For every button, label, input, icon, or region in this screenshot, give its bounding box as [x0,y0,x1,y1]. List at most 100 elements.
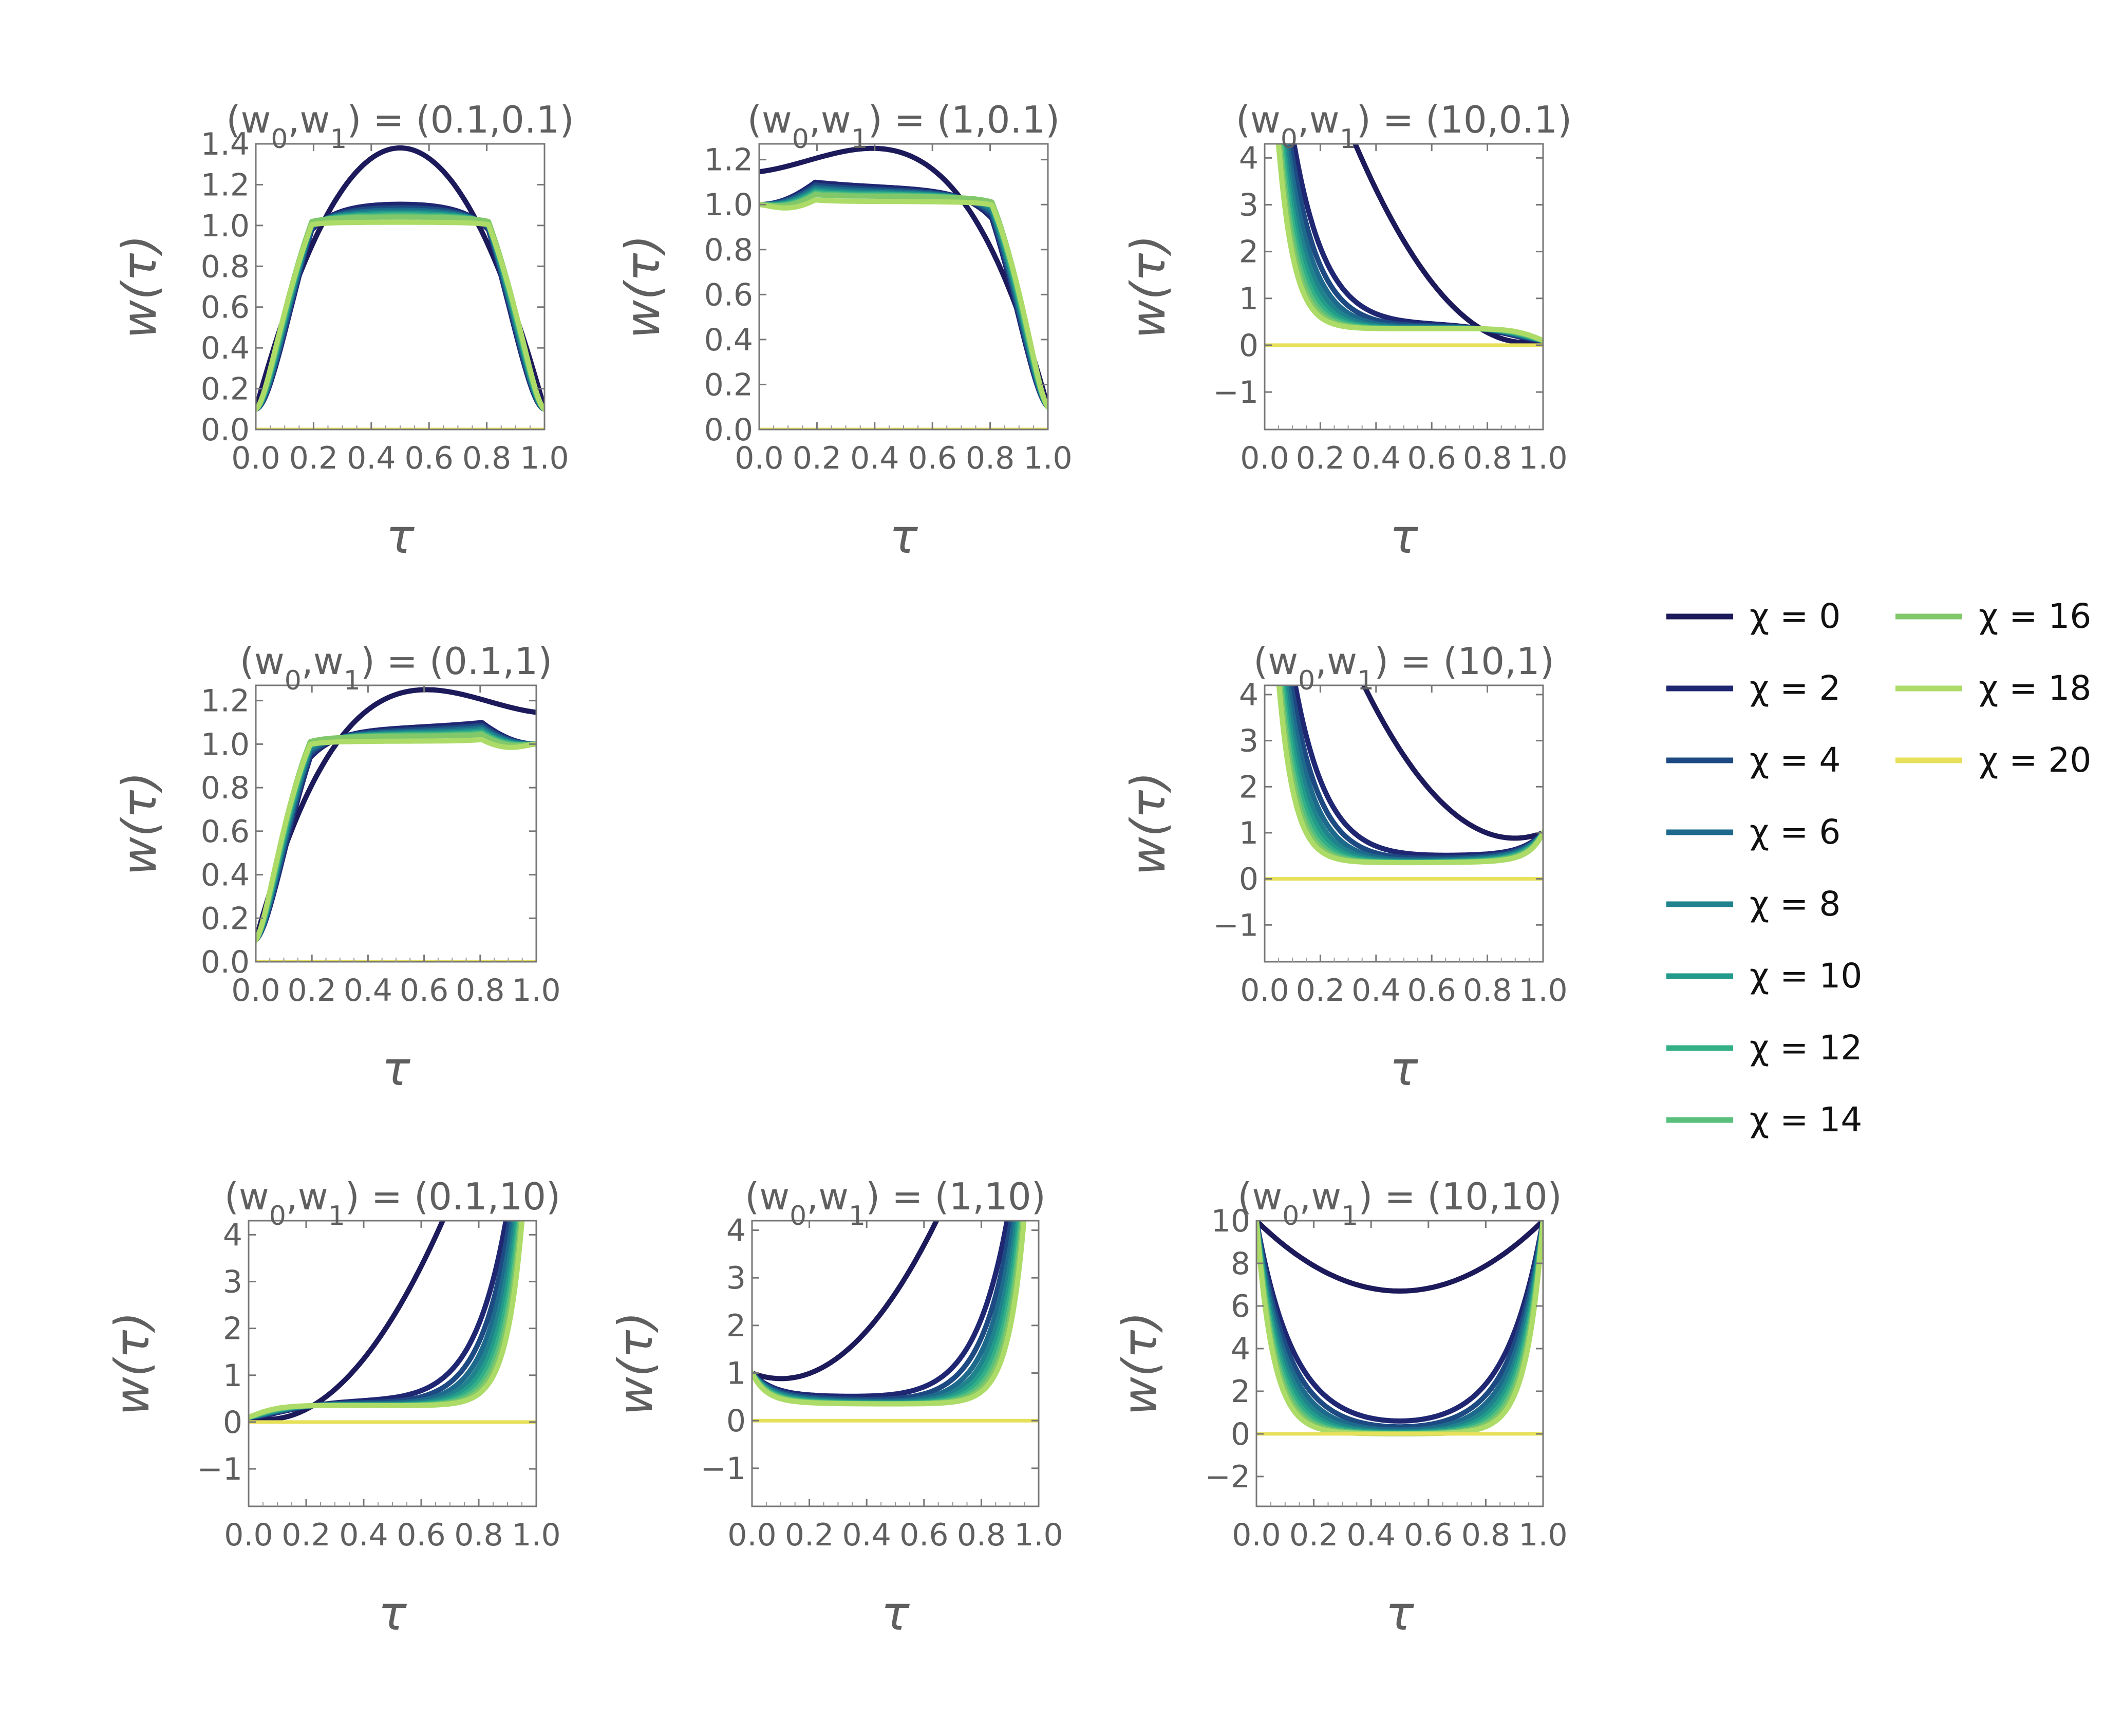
x-tick-label: 0.0 [224,1517,273,1553]
y-tick-label: 8 [1231,1246,1250,1282]
y-tick-label: 1 [1239,281,1258,317]
series-line-chi-2 [256,201,544,412]
y-tick-label: 1.2 [201,167,250,203]
series-line-chi-10 [752,1221,1022,1406]
y-tick-label: 4 [223,1217,242,1253]
x-tick-label: 0.6 [1407,440,1456,476]
x-tick-label: 0.6 [400,973,448,1009]
curve-group [1256,1221,1543,1436]
y-tick-label: 0 [1239,862,1258,898]
y-tick-label: 0.0 [201,944,250,980]
x-tick-label: 0.4 [347,440,396,476]
y-tick-label: 0.6 [201,814,250,850]
y-tick-label: 0.8 [201,770,250,806]
legend-label: χ = 16 [1979,596,2091,636]
panel-title: (w0,w1) = (10,1) [1253,640,1554,696]
x-tick-label: 0.4 [1351,440,1400,476]
series-line-chi-16 [759,192,1048,410]
y-tick-label: −1 [1213,375,1258,410]
y-axis-label: w(τ) [615,235,670,339]
y-tick-label: 0 [726,1403,746,1439]
y-tick-label: 2 [1239,234,1258,270]
x-tick-label: 0.6 [908,440,956,476]
x-tick-label: 0.8 [1463,440,1512,476]
series-line-chi-14 [256,731,536,943]
y-tick-label: 10 [1211,1203,1250,1239]
series-line-chi-12 [1256,1221,1543,1436]
series-line-chi-16 [256,214,544,412]
y-tick-label: 3 [1239,187,1258,223]
panel-1: 0.0 0.2 0.4 0.6 0.8 1.00.00.20.40.60.81.01.21… [112,98,574,564]
x-tick-label: 0.0 [1232,1517,1281,1553]
series-line-chi-2 [256,720,536,943]
series-line-chi-16 [1276,144,1543,343]
panel-7: 0.0 0.2 0.4 0.6 0.8 1.0 −1 0 1 2 3 4(w0,w1) = (1,10… [608,1175,1063,1641]
series-line-chi-6 [759,184,1048,410]
x-tick-label: 0.6 [1407,973,1456,1009]
y-tick-label: 3 [223,1264,242,1300]
x-tick-label: 0.8 [454,1517,503,1553]
y-tick-label: 0 [1231,1416,1250,1452]
x-axis-label: τ [881,1586,910,1641]
y-tick-label: 1.2 [201,683,250,719]
y-tick-label: 4 [1231,1331,1250,1367]
series-line-chi-4 [1256,1221,1543,1430]
panel-6: 0.0 0.2 0.4 0.6 0.8 1.0 −1 0 1 2 3 4(w0,w1) = (0.1,… [105,1175,561,1641]
panel-3: 0.0 0.2 0.4 0.6 0.8 1.0 −1 0 1 2 3 4(w0,w1) = (10,0… [1121,98,1572,564]
x-tick-label: 0.2 [785,1517,834,1553]
legend-label: χ = 18 [1979,668,2091,708]
y-tick-label: 3 [1239,723,1258,759]
y-tick-label: 4 [1239,677,1258,713]
x-tick-label: 0.6 [404,440,453,476]
curve-group [249,1221,536,1424]
series-line-chi-16 [256,732,536,943]
x-tick-label: 1.0 [1014,1517,1063,1553]
x-tick-label: 0.2 [1289,1517,1338,1553]
y-tick-label: 2 [1231,1374,1250,1410]
panel-title: (w0,w1) = (10,0.1) [1236,98,1572,155]
x-axis-label: τ [378,1586,407,1641]
y-tick-label: 0.4 [201,857,250,893]
x-tick-label: 0.4 [1351,973,1400,1009]
legend-label: χ = 0 [1750,596,1840,636]
y-tick-label: 1.0 [704,187,753,223]
y-tick-label: 1.4 [201,126,250,162]
legend-label: χ = 20 [1979,740,2091,780]
x-tick-label: 0.6 [899,1517,948,1553]
x-tick-label: 0.2 [289,440,338,476]
series-line-chi-18 [256,219,544,412]
y-tick-label: 0.2 [704,367,753,403]
x-axis-label: τ [1389,1041,1418,1096]
series-line-chi-18 [1276,685,1543,866]
y-tick-label: 4 [726,1213,746,1249]
y-axis-label: w(τ) [112,772,167,875]
series-line-chi-8 [256,726,536,943]
series-line-chi-2 [759,179,1048,410]
y-tick-label: 3 [726,1260,746,1296]
series-line-chi-18 [1275,144,1543,343]
y-tick-label: 0.0 [704,412,753,448]
x-axis-label: τ [382,1041,410,1096]
x-tick-label: 0.2 [1296,973,1345,1009]
x-axis-label: τ [1385,1586,1414,1641]
y-tick-label: 0.6 [201,290,250,326]
y-tick-label: 1 [726,1356,746,1392]
series-line-chi-18 [752,1221,1027,1407]
y-tick-label: 1.0 [201,208,250,244]
panel-5: 0.0 0.2 0.4 0.6 0.8 1.0 −1 0 1 2 3 4(w0,w1) = (10,1… [1121,640,1568,1096]
panel-title: (w0,w1) = (0.1,1) [240,640,553,696]
y-tick-label: 2 [1239,769,1258,805]
x-tick-label: 0.4 [1346,1517,1395,1553]
y-tick-label: 6 [1231,1289,1250,1324]
y-tick-label: 2 [726,1308,746,1344]
legend-label: χ = 12 [1750,1028,1862,1068]
series-line-chi-8 [759,186,1048,410]
series-line-chi-12 [256,212,544,412]
series-line-chi-14 [759,191,1048,410]
series-line-chi-18 [759,197,1048,410]
x-tick-label: 0.0 [231,440,280,476]
x-tick-label: 0.8 [462,440,511,476]
y-tick-label: 0.4 [704,322,753,358]
legend-label: χ = 14 [1750,1100,1862,1140]
